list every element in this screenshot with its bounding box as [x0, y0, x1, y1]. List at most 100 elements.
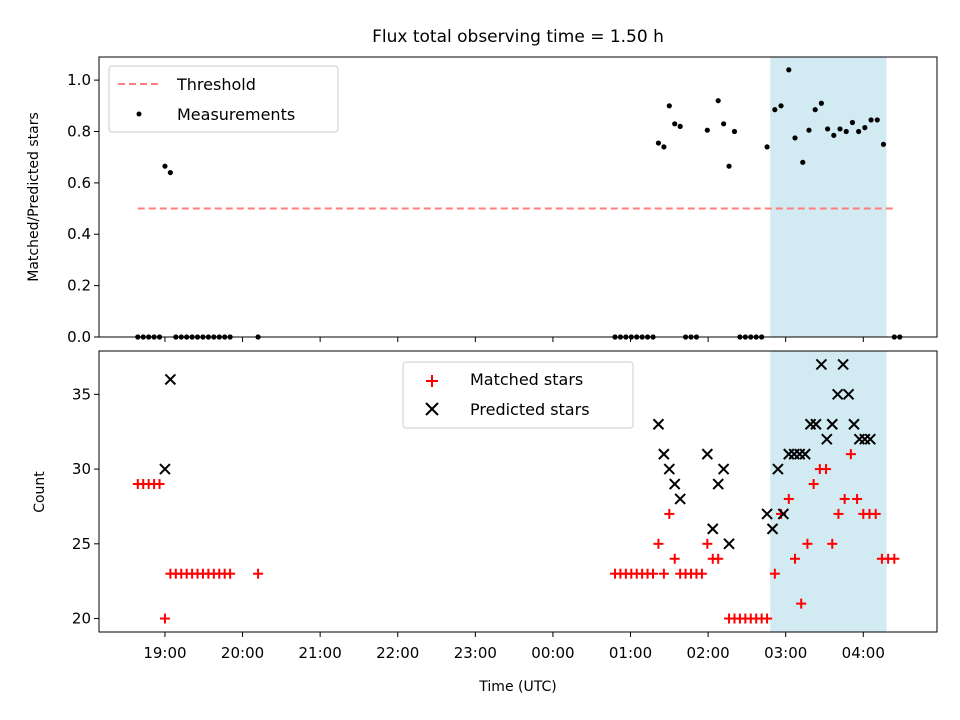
measurement-point	[856, 128, 862, 135]
measurement-point	[655, 140, 662, 146]
bottom-plot-frame	[98, 350, 938, 633]
top-axes: 0.0 0.2 0.4 0.6 0.8 1.0	[67, 71, 864, 346]
predicted-star-point	[164, 373, 177, 386]
matched-star-point	[713, 553, 724, 564]
x-tick-label: 20:00	[221, 644, 264, 662]
matched-star-point	[253, 568, 264, 579]
matched-star-point	[839, 493, 850, 504]
bottom-panel: 20 25 30 35 19:00 20:00 21:00 22:00 23:00 00:00 01…	[32, 350, 938, 695]
measurement-point	[800, 159, 806, 165]
matched-star-point	[783, 493, 794, 504]
measurement-point	[868, 117, 874, 123]
measurement-point	[162, 163, 168, 169]
matched-star-point	[870, 508, 881, 519]
measurement-point	[812, 107, 818, 113]
legend-threshold-label: Threshold	[176, 75, 256, 94]
bottom-axes: 20 25 30 35 19:00 20:00 21:00 22:00 23:00 00:00 01…	[72, 385, 885, 662]
x-tick-label: 23:00	[454, 644, 497, 662]
measurement-point	[806, 127, 812, 133]
measurement-point	[778, 103, 784, 109]
matched-star-point	[790, 553, 801, 564]
predicted-star-point	[712, 478, 724, 490]
predicted-star-point	[810, 418, 822, 430]
measurement-point	[167, 169, 173, 176]
measurement-point	[824, 126, 831, 132]
y-tick-label: 0.6	[67, 174, 91, 192]
legend-predicted-swatch	[425, 402, 439, 416]
predicted-star-point	[701, 448, 714, 460]
measurement-point	[880, 141, 887, 147]
legend-measurements-label: Measurements	[177, 105, 295, 124]
matched-star-point	[821, 464, 832, 475]
y-tick-label: 30	[72, 460, 91, 478]
measurement-point	[849, 119, 856, 126]
predicted-star-point	[674, 493, 686, 505]
measurement-point	[677, 123, 683, 129]
predicted-star-point	[848, 418, 860, 430]
predicted-star-point	[669, 478, 681, 490]
predicted-star-point	[815, 358, 828, 371]
x-tick-label: 04:00	[842, 644, 885, 662]
matched-star-point	[845, 449, 856, 460]
matched-star-point	[648, 568, 659, 579]
y-tick-label: 0.0	[67, 328, 91, 346]
matched-star-point	[159, 613, 170, 624]
matched-star-point	[827, 538, 838, 549]
top-y-axis-label: Matched/Predicted stars	[26, 112, 42, 282]
legend-predicted-label: Predicted stars	[470, 400, 590, 419]
predicted-star-point	[766, 523, 779, 535]
measurement-point	[726, 163, 732, 169]
bottom-plot-marks	[132, 358, 900, 624]
measurement-point	[843, 128, 849, 135]
measurement-point	[721, 121, 727, 127]
predicted-star-point	[652, 418, 665, 430]
measurement-point	[862, 125, 868, 131]
x-tick-label: 03:00	[764, 644, 807, 662]
matched-star-point	[808, 479, 819, 490]
bottom-legend: Matched stars Predicted stars	[402, 361, 634, 429]
matched-star-point	[769, 568, 780, 579]
y-tick-label: 0.4	[67, 225, 91, 243]
matched-star-point	[702, 538, 713, 549]
matched-star-point	[669, 553, 680, 564]
predicted-star-point	[821, 433, 833, 445]
bottom-x-axis-label: Time (UTC)	[478, 679, 556, 695]
x-tick-label: 21:00	[299, 644, 342, 662]
y-tick-label: 25	[72, 535, 91, 553]
x-tick-label: 22:00	[376, 644, 419, 662]
figure-title: Flux total observing time = 1.50 h	[372, 27, 664, 47]
predicted-star-point	[777, 508, 790, 520]
predicted-star-point	[831, 388, 844, 401]
predicted-star-point	[707, 523, 719, 535]
predicted-star-point	[837, 358, 849, 371]
matched-star-point	[658, 568, 669, 579]
top-legend: Threshold Measurements	[108, 65, 339, 133]
matched-star-point	[852, 493, 863, 504]
matched-star-point	[653, 538, 664, 549]
measurement-point	[672, 121, 678, 127]
predicted-star-point	[772, 463, 784, 475]
measurement-point	[772, 107, 778, 113]
measurement-point	[661, 144, 667, 150]
y-tick-label: 0.8	[67, 122, 91, 140]
matched-star-point	[889, 553, 900, 564]
top-shaded-region	[770, 57, 887, 337]
predicted-star-point	[842, 388, 855, 401]
measurement-point	[837, 126, 843, 132]
legend-measurements-swatch	[136, 111, 142, 117]
matched-star-point	[696, 568, 707, 579]
x-tick-label: 19:00	[143, 644, 186, 662]
measurement-point	[715, 98, 721, 104]
y-tick-label: 0.2	[67, 277, 91, 295]
predicted-star-point	[826, 418, 838, 430]
matched-star-point	[833, 508, 844, 519]
bottom-shaded-region	[770, 351, 887, 632]
x-tick-label: 02:00	[686, 644, 729, 662]
legend-matched-swatch	[426, 375, 438, 387]
measurement-point	[874, 117, 880, 123]
measurement-point	[792, 135, 798, 141]
measurement-point	[764, 144, 770, 150]
bottom-y-axis-label: Count	[32, 471, 48, 513]
predicted-star-point	[723, 538, 735, 550]
